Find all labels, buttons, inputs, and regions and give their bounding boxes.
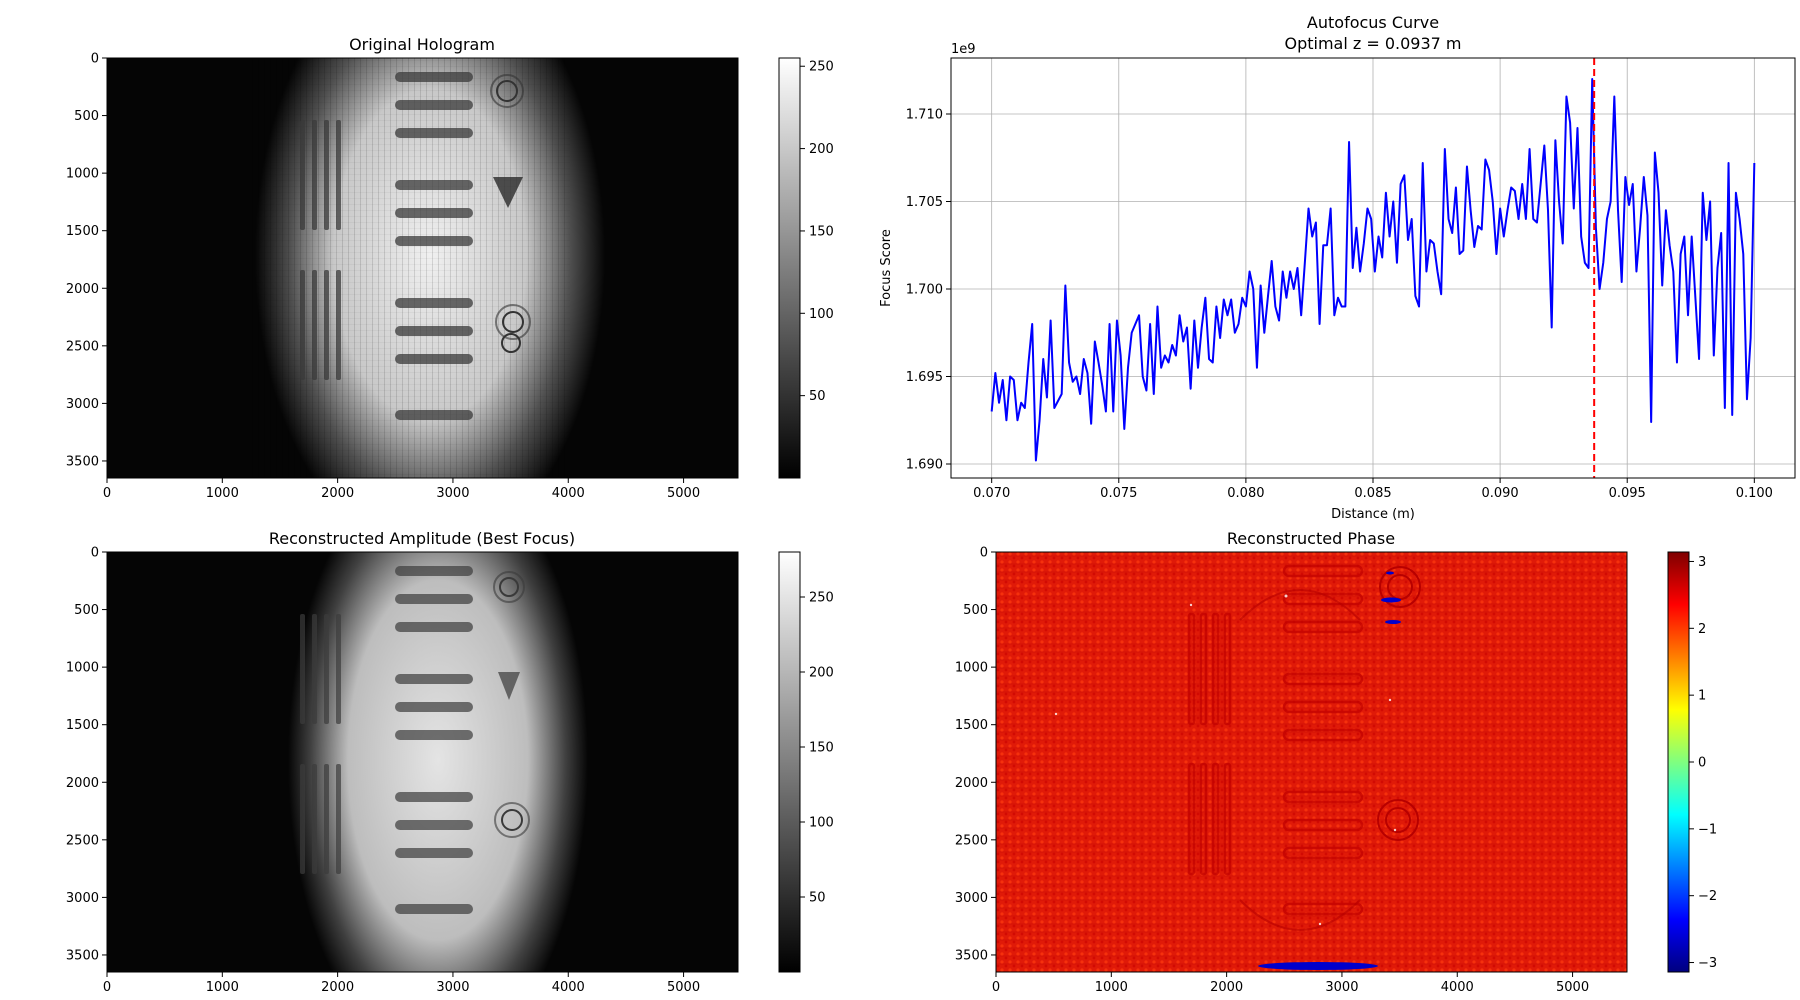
colorbar-tick-label: 2 [1698, 622, 1706, 637]
amplitude-image [107, 552, 738, 972]
x-tick-label: 5000 [1556, 980, 1589, 995]
hologram-image [107, 58, 738, 478]
gridlines [951, 58, 1795, 478]
colorbar-tick-label: 50 [809, 389, 826, 404]
colorbar-tick-label: 150 [809, 224, 834, 239]
y-tick-label: 3500 [955, 948, 988, 963]
y-tick-label: 2000 [955, 776, 988, 791]
colorbar-tick-label: 150 [809, 741, 834, 756]
x-tick-label: 4000 [1441, 980, 1474, 995]
colorbar-tick-label: 1 [1698, 689, 1706, 704]
focus-score-line [990, 78, 1756, 462]
colorbar-tick-label: 100 [809, 307, 834, 322]
x-tick-label: 0.100 [1736, 486, 1773, 501]
y-tick-label: 0 [91, 546, 99, 561]
y-tick-label: 2500 [66, 339, 99, 354]
y-tick-label: 1.695 [906, 370, 943, 385]
x-tick-label: 0.095 [1609, 486, 1646, 501]
y-tick-label: 1500 [66, 224, 99, 239]
y-tick-label: 3000 [955, 891, 988, 906]
y-tick-label: 1000 [955, 661, 988, 676]
x-tick-label: 0.090 [1481, 486, 1518, 501]
x-tick-label: 4000 [552, 486, 585, 501]
colorbar-tick-label: −3 [1698, 956, 1717, 971]
colorbar-tick-label: 250 [809, 591, 834, 606]
panel-title: Original Hologram [349, 35, 495, 54]
x-tick-label: 3000 [436, 980, 469, 995]
y-tick-label: 1500 [66, 718, 99, 733]
x-tick-label: 0.070 [973, 486, 1010, 501]
y-tick-label: 1.710 [906, 108, 943, 123]
panel-title: Reconstructed Amplitude (Best Focus) [269, 529, 575, 548]
x-tick-label: 5000 [667, 980, 700, 995]
y-tick-label: 3500 [66, 948, 99, 963]
colorbar-original-hologram: 50 100 150 200 250 [778, 57, 834, 479]
y-tick-label: 1.690 [906, 458, 943, 473]
colorbar-tick-label: 0 [1698, 756, 1706, 771]
y-tick-label: 2500 [66, 833, 99, 848]
y-tick-label: 0 [980, 546, 988, 561]
y-tick-label: 1.700 [906, 283, 943, 298]
y-tick-label: 2000 [66, 282, 99, 297]
x-tick-label: 5000 [667, 486, 700, 501]
colorbar-tick-label: 200 [809, 666, 834, 681]
x-tick-label: 1000 [1095, 980, 1128, 995]
panel-title: Reconstructed Phase [1227, 529, 1395, 548]
colorbar-tick-label: 50 [809, 891, 826, 906]
y-tick-label: 1500 [955, 718, 988, 733]
colorbar-tick-label: 250 [809, 60, 834, 75]
x-tick-label: 0.080 [1227, 486, 1264, 501]
phase-image [996, 552, 1627, 972]
x-tick-label: 2000 [321, 486, 354, 501]
x-tick-label: 4000 [552, 980, 585, 995]
y-tick-label: 2500 [955, 833, 988, 848]
panel-reconstructed-phase: Reconstructed Phase 0 1000 2 [955, 529, 1628, 995]
colorbar-tick-label: −1 [1698, 822, 1717, 837]
y-tick-label: 1.705 [906, 195, 943, 210]
y-tick-label: 3000 [66, 397, 99, 412]
y-tick-label: 500 [74, 109, 99, 124]
y-tick-label: 3000 [66, 891, 99, 906]
x-tick-label: 2000 [1210, 980, 1243, 995]
y-offset-label: 1e9 [951, 42, 976, 57]
panel-reconstructed-amplitude: Reconstructed Amplitude (Best Focus) 0 10… [66, 529, 739, 995]
y-tick-label: 1000 [66, 167, 99, 182]
colorbar-reconstructed-phase: −3 −2 −1 0 1 2 3 [1667, 551, 1717, 973]
x-tick-label: 1000 [206, 980, 239, 995]
x-tick-label: 0 [103, 486, 111, 501]
x-tick-label: 2000 [321, 980, 354, 995]
panel-original-hologram: Original Hologram 0 1000 2000 3000 4000 5000 0… [66, 35, 739, 501]
x-tick-label: 3000 [1325, 980, 1358, 995]
colorbar-tick-label: 100 [809, 816, 834, 831]
colorbar-tick-label: −2 [1698, 889, 1717, 904]
colorbar-tick-label: 3 [1698, 555, 1706, 570]
x-tick-label: 0.085 [1354, 486, 1391, 501]
y-tick-label: 3500 [66, 454, 99, 469]
y-tick-label: 0 [91, 52, 99, 67]
x-tick-label: 1000 [206, 486, 239, 501]
chart-subtitle: Optimal z = 0.0937 m [1284, 34, 1461, 53]
y-tick-label: 1000 [66, 661, 99, 676]
panel-autofocus-curve: Autofocus Curve Optimal z = 0.0937 m 1e9… [879, 13, 1796, 522]
colorbar-tick-label: 200 [809, 142, 834, 157]
chart-title: Autofocus Curve [1307, 13, 1439, 32]
x-tick-label: 0 [103, 980, 111, 995]
x-tick-label: 0.075 [1100, 486, 1137, 501]
x-tick-label: 3000 [436, 486, 469, 501]
colorbar-reconstructed-amplitude: 50 100 150 200 250 [778, 551, 834, 973]
y-tick-label: 2000 [66, 776, 99, 791]
x-tick-label: 0 [992, 980, 1000, 995]
y-axis-label: Focus Score [879, 229, 894, 307]
y-tick-label: 500 [963, 603, 988, 618]
x-axis-label: Distance (m) [1331, 507, 1415, 522]
y-tick-label: 500 [74, 603, 99, 618]
